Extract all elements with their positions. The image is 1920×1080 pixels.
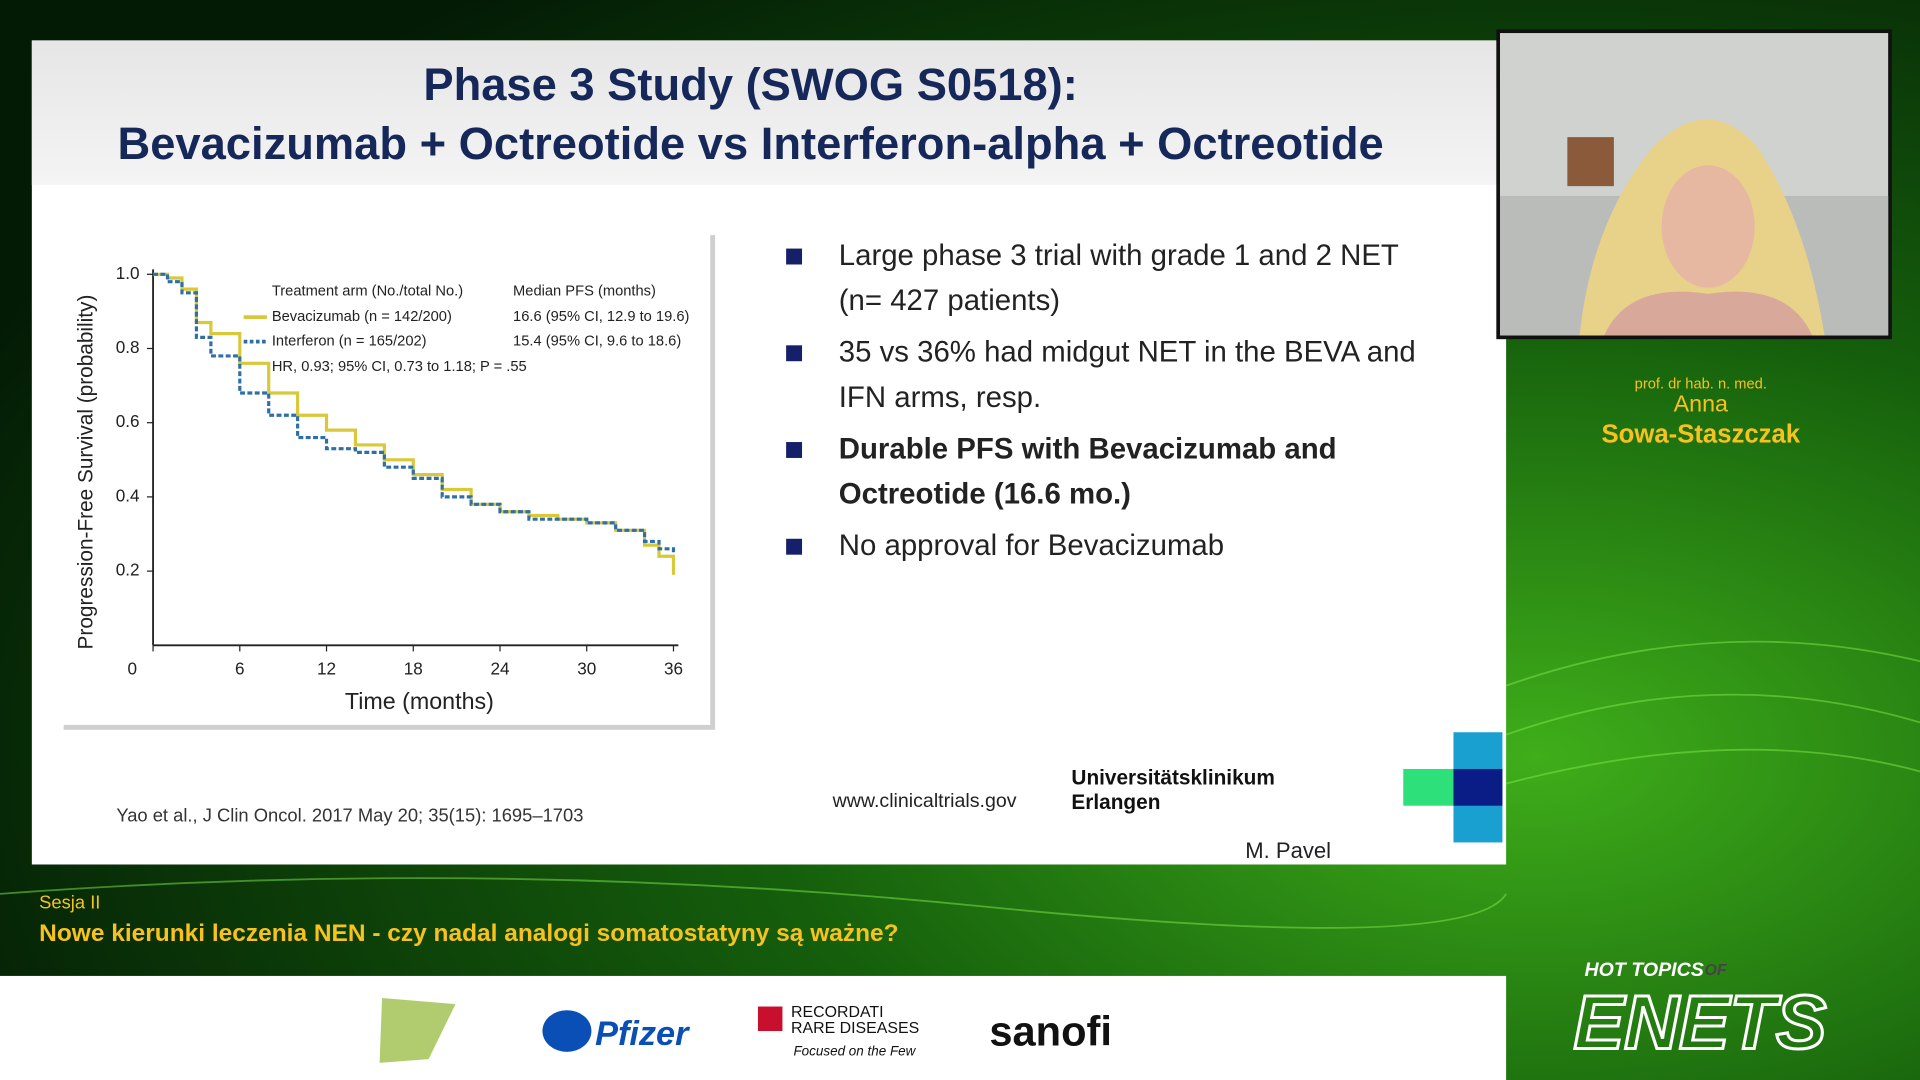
sponsor-logo-recordati: RECORDATI RARE DISEASES Focused on the F… [757,1004,919,1058]
x-tick-label: 0 [127,658,137,678]
y-tick-label: 0.8 [116,337,140,357]
institution-logo [1403,732,1503,843]
speaker-first-name: Anna [1674,390,1728,416]
x-tick-label: 30 [577,658,596,678]
citation: Yao et al., J Clin Oncol. 2017 May 20; 3… [116,805,583,826]
legend-median: 15.4 (95% CI, 9.6 to 18.6) [513,334,681,350]
hazard-ratio: HR, 0.93; 95% CI, 0.73 to 1.18; P = .55 [272,359,527,375]
y-tick-label: 0.2 [116,560,140,580]
speaker-title: prof. dr hab. n. med. [1635,376,1767,392]
sponsor-name: Pfizer [595,1015,690,1053]
legend-header: Median PFS (months) [513,283,656,299]
sponsor-logo-pfizer: Pfizer [542,1010,690,1053]
y-axis-label: Progression-Free Survival (probability) [74,295,97,650]
legend-label: Bevacizumab (n = 142/200) [272,309,452,325]
brand-name: ENETS [1573,981,1826,1066]
slide-title: Phase 3 Study (SWOG S0518): [423,59,1077,110]
bullet-text: IFN arms, resp. [839,381,1041,414]
slide-title: Bevacizumab + Octreotide vs Interferon-a… [118,118,1384,169]
x-axis-label: Time (months) [345,688,494,714]
speaker-last-name: Sowa-Staszczak [1602,421,1801,449]
sponsor-name: sanofi [989,1008,1112,1055]
bullet-text: Large phase 3 trial with grade 1 and 2 N… [839,239,1399,272]
legend-label: Interferon (n = 165/202) [272,334,427,350]
title-band [31,40,1507,185]
bullet-marker [786,442,803,458]
x-tick-label: 6 [235,658,245,678]
km-chart: 0.2 0.4 0.6 0.8 1.0 0 6 12 18 24 30 36 Time (months)… [74,263,689,714]
decor-waves [0,640,1920,929]
x-tick-label: 36 [664,658,683,678]
km-curve [153,272,676,553]
bullet-text: Durable PFS with Bevacizumab and [839,432,1337,465]
chart-panel [56,227,711,725]
sponsor-logo-aaa [379,997,456,1063]
y-tick-label: 0.4 [116,485,140,505]
website: www.clinicaltrials.gov [832,790,1017,812]
y-tick-label: 0.6 [116,411,140,431]
bullet-text: (n= 427 patients) [839,284,1060,317]
session-title: Nowe kierunki leczenia NEN - czy nadal a… [39,920,898,947]
session-label: Sesja II [39,892,100,913]
sponsor-name: RARE DISEASES [791,1020,919,1037]
bullet-text: Octreotide (16.6 mo.) [839,478,1131,511]
y-tick-label: 1.0 [116,263,140,283]
km-curve [153,272,676,575]
x-tick-label: 12 [317,658,336,678]
bullet-text: No approval for Bevacizumab [839,529,1224,562]
bullet-marker [786,248,803,265]
bullet-text: 35 vs 36% had midgut NET in the BEVA and [839,336,1416,369]
author: M. Pavel [1245,838,1331,863]
sponsor-name: RECORDATI [791,1004,884,1021]
bullet-list: Large phase 3 trial with grade 1 and 2 N… [786,239,1416,562]
brand-line: HOT TOPICS [1584,959,1703,981]
webcam-video [1496,29,1892,340]
institution: Universitätsklinikum [1071,766,1274,789]
legend-median: 16.6 (95% CI, 12.9 to 19.6) [513,309,689,325]
x-tick-label: 18 [404,658,423,678]
institution: Erlangen [1071,791,1160,814]
sponsor-bar [0,975,1507,1080]
x-tick-label: 24 [490,658,510,678]
brand-of: OF [1704,962,1727,979]
sponsor-tagline: Focused on the Few [793,1043,916,1058]
bullet-marker [786,538,803,555]
bullet-marker [786,345,803,362]
legend-header: Treatment arm (No./total No.) [272,283,463,299]
